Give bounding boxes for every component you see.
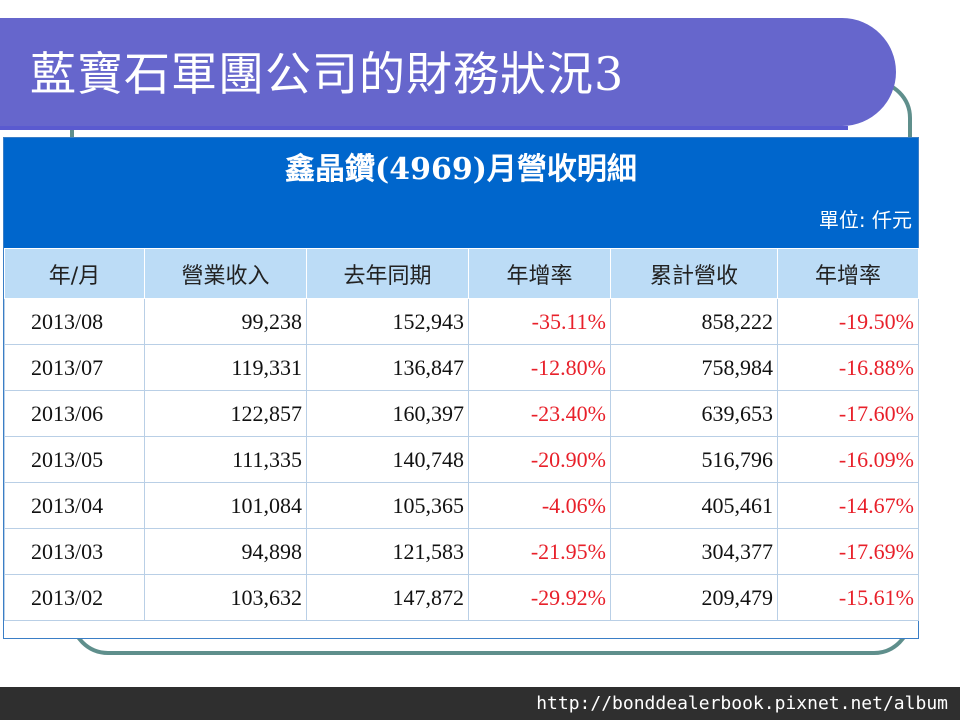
col-header-month: 年/月 bbox=[4, 248, 145, 299]
cell-month: 2013/03 bbox=[4, 528, 145, 575]
cell-prev-year: 121,583 bbox=[306, 528, 469, 575]
cell-revenue: 119,331 bbox=[144, 344, 307, 391]
cell-cum-yoy: -17.60% bbox=[777, 390, 919, 437]
col-header-cum-yoy: 年增率 bbox=[777, 248, 919, 299]
cell-prev-year: 136,847 bbox=[306, 344, 469, 391]
cell-prev-year: 147,872 bbox=[306, 574, 469, 621]
cell-cumulative: 304,377 bbox=[610, 528, 778, 575]
cell-prev-year: 152,943 bbox=[306, 298, 469, 345]
cell-prev-year: 160,397 bbox=[306, 390, 469, 437]
cell-month: 2013/04 bbox=[4, 482, 145, 529]
cell-cum-yoy: -19.50% bbox=[777, 298, 919, 345]
cell-yoy: -21.95% bbox=[468, 528, 611, 575]
cell-revenue: 103,632 bbox=[144, 574, 307, 621]
col-header-prev-year: 去年同期 bbox=[306, 248, 469, 299]
cell-cum-yoy: -16.88% bbox=[777, 344, 919, 391]
revenue-table: 年/月 營業收入 去年同期 年增率 累計營收 年增率 2013/08 99,23… bbox=[4, 248, 919, 621]
cell-month: 2013/08 bbox=[4, 298, 145, 345]
col-header-revenue: 營業收入 bbox=[144, 248, 307, 299]
cell-cum-yoy: -16.09% bbox=[777, 436, 919, 483]
table-title: 鑫晶鑽(4969)月營收明細 bbox=[285, 152, 637, 187]
table-row: 2013/05 111,335 140,748 -20.90% 516,796 … bbox=[4, 436, 919, 483]
cell-cumulative: 858,222 bbox=[610, 298, 778, 345]
table-row: 2013/02 103,632 147,872 -29.92% 209,479 … bbox=[4, 574, 919, 621]
cell-revenue: 99,238 bbox=[144, 298, 307, 345]
cell-yoy: -4.06% bbox=[468, 482, 611, 529]
col-header-cumulative: 累計營收 bbox=[610, 248, 778, 299]
slide-title: 藍寶石軍團公司的財務狀況3 bbox=[30, 47, 625, 101]
cell-yoy: -35.11% bbox=[468, 298, 611, 345]
cell-cum-yoy: -14.67% bbox=[777, 482, 919, 529]
cell-yoy: -23.40% bbox=[468, 390, 611, 437]
unit-label: 單位: 仟元 bbox=[818, 208, 912, 232]
cell-yoy: -29.92% bbox=[468, 574, 611, 621]
table-row: 2013/03 94,898 121,583 -21.95% 304,377 -… bbox=[4, 528, 919, 575]
table-row: 2013/08 99,238 152,943 -35.11% 858,222 -… bbox=[4, 298, 919, 345]
cell-cumulative: 516,796 bbox=[610, 436, 778, 483]
cell-cum-yoy: -15.61% bbox=[777, 574, 919, 621]
table-row: 2013/06 122,857 160,397 -23.40% 639,653 … bbox=[4, 390, 919, 437]
cell-revenue: 94,898 bbox=[144, 528, 307, 575]
cell-month: 2013/02 bbox=[4, 574, 145, 621]
footer-bar: http://bonddealerbook.pixnet.net/album bbox=[0, 687, 960, 720]
title-bar: 藍寶石軍團公司的財務狀況3 bbox=[0, 18, 896, 126]
cell-prev-year: 140,748 bbox=[306, 436, 469, 483]
table-row: 2013/04 101,084 105,365 -4.06% 405,461 -… bbox=[4, 482, 919, 529]
cell-revenue: 101,084 bbox=[144, 482, 307, 529]
revenue-table-panel: 鑫晶鑽(4969)月營收明細 單位: 仟元 年/月 營業收入 去年同期 年增率 … bbox=[3, 137, 919, 639]
cell-cumulative: 639,653 bbox=[610, 390, 778, 437]
cell-month: 2013/05 bbox=[4, 436, 145, 483]
header-row: 年/月 營業收入 去年同期 年增率 累計營收 年增率 bbox=[4, 248, 919, 299]
col-header-yoy: 年增率 bbox=[468, 248, 611, 299]
cell-revenue: 111,335 bbox=[144, 436, 307, 483]
cell-month: 2013/06 bbox=[4, 390, 145, 437]
table-header-band: 鑫晶鑽(4969)月營收明細 單位: 仟元 bbox=[4, 138, 918, 248]
cell-yoy: -12.80% bbox=[468, 344, 611, 391]
cell-cum-yoy: -17.69% bbox=[777, 528, 919, 575]
cell-month: 2013/07 bbox=[4, 344, 145, 391]
cell-yoy: -20.90% bbox=[468, 436, 611, 483]
title-underline bbox=[0, 126, 848, 130]
cell-revenue: 122,857 bbox=[144, 390, 307, 437]
cell-prev-year: 105,365 bbox=[306, 482, 469, 529]
footer-url: http://bonddealerbook.pixnet.net/album bbox=[536, 693, 948, 714]
cell-cumulative: 209,479 bbox=[610, 574, 778, 621]
cell-cumulative: 758,984 bbox=[610, 344, 778, 391]
table-row: 2013/07 119,331 136,847 -12.80% 758,984 … bbox=[4, 344, 919, 391]
cell-cumulative: 405,461 bbox=[610, 482, 778, 529]
